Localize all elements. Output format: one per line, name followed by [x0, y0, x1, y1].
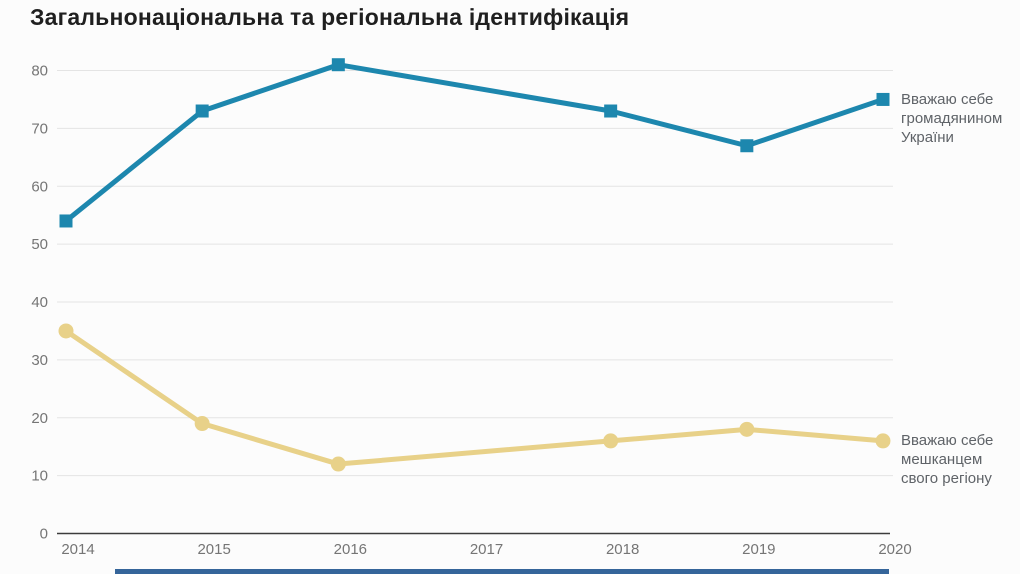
- citizen-data-point: [59, 214, 73, 228]
- citizen-data-point: [331, 58, 345, 72]
- bottom-accent-bar: [115, 569, 889, 574]
- y-tick-label: 10: [31, 468, 48, 485]
- citizen-data-point: [195, 104, 209, 118]
- y-tick-label: 20: [31, 410, 48, 427]
- citizen-series-line: [63, 62, 886, 224]
- region-data-point: [194, 416, 210, 432]
- x-tick-label: 2016: [334, 541, 367, 558]
- x-tick-label: 2019: [742, 541, 775, 558]
- y-tick-label: 60: [31, 178, 48, 195]
- y-tick-label: 30: [31, 352, 48, 369]
- region-data-point: [875, 433, 891, 449]
- x-tick-label: 2014: [61, 541, 94, 558]
- chart-title: Загальнонаціональна та регіональна ідент…: [30, 4, 630, 30]
- citizen-data-point: [740, 139, 754, 153]
- citizen-data-point: [604, 104, 618, 118]
- y-tick-label: 80: [31, 63, 48, 80]
- region-data-point: [603, 433, 619, 449]
- x-tick-label: 2015: [197, 541, 230, 558]
- x-tick-label: 2020: [878, 541, 911, 558]
- citizen-data-point: [876, 92, 890, 106]
- y-tick-label: 50: [31, 236, 48, 253]
- y-tick-label: 40: [31, 294, 48, 311]
- region-data-point: [739, 421, 755, 437]
- region-data-point: [330, 456, 346, 472]
- region-data-point: [58, 323, 74, 339]
- legend-resident-of-region: Вважаю себе мешканцем свого регіону: [901, 432, 994, 488]
- y-tick-label: 70: [31, 120, 48, 137]
- y-tick-label: 0: [40, 526, 48, 543]
- x-tick-label: 2018: [606, 541, 639, 558]
- x-tick-label: 2017: [470, 541, 503, 558]
- region-series-line: [63, 328, 886, 467]
- legend-citizen-of-ukraine: Вважаю себе громадянином України: [901, 91, 1003, 147]
